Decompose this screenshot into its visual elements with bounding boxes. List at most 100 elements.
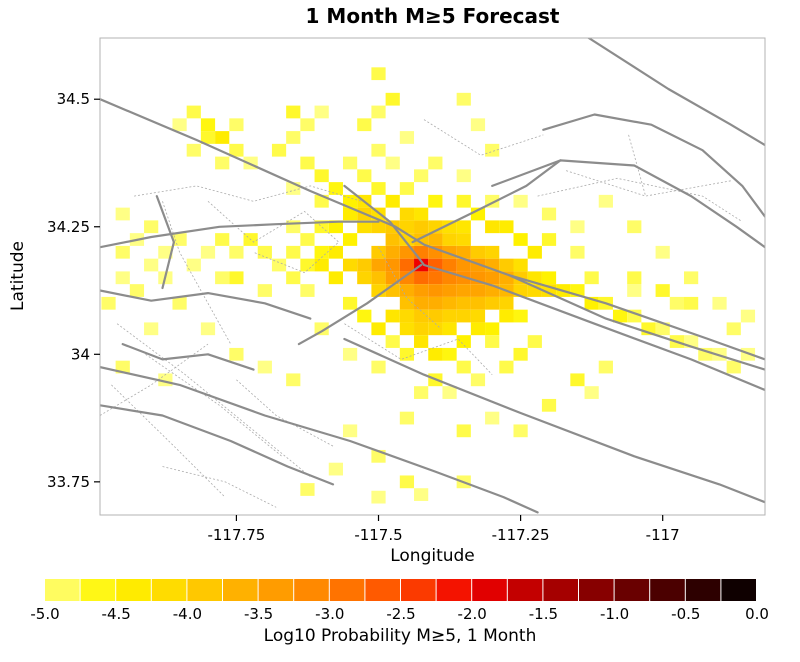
- colorbar-tick-label: -3.0: [315, 605, 344, 623]
- heatmap-cell: [456, 284, 471, 297]
- heatmap-cell: [357, 220, 372, 234]
- heatmap-cell: [144, 258, 159, 272]
- heatmap-cell: [470, 245, 486, 259]
- heatmap-cell: [342, 296, 358, 310]
- colorbar-segment: [685, 579, 721, 601]
- colorbar-tick-label: -3.5: [244, 605, 273, 623]
- heatmap-cell: [541, 233, 557, 246]
- heatmap-cell: [300, 118, 315, 132]
- minor-fault-line: [145, 353, 283, 457]
- minor-fault-line: [111, 384, 226, 498]
- heatmap-cell: [428, 271, 443, 285]
- heatmap-cell: [428, 156, 443, 170]
- heatmap-cell: [399, 271, 415, 285]
- heatmap-cell: [200, 245, 216, 259]
- heatmap-cell: [414, 309, 429, 323]
- heatmap-cell: [215, 233, 230, 246]
- heatmap-cell: [485, 296, 500, 310]
- heatmap-cell: [328, 182, 343, 195]
- heatmap-cell: [271, 258, 287, 272]
- heatmap-cell: [399, 182, 415, 195]
- heatmap-cell: [414, 322, 429, 336]
- heatmap-cell: [385, 194, 400, 208]
- colorbar-tick-label: -2.0: [458, 605, 487, 623]
- heatmap-cell: [513, 347, 528, 361]
- heatmap-cell: [428, 309, 443, 323]
- heatmap-cell: [342, 194, 358, 208]
- heatmap-cell: [286, 105, 301, 119]
- heatmap-cell: [342, 258, 358, 272]
- fault-line: [508, 274, 765, 371]
- heatmap-cell: [726, 322, 741, 336]
- fault-line: [491, 159, 765, 249]
- fault-line: [343, 184, 765, 392]
- heatmap-cell: [101, 296, 116, 310]
- heatmap-cell: [456, 220, 471, 234]
- heatmap-cell: [385, 309, 400, 323]
- heatmap-cell: [485, 245, 500, 259]
- colorbar-segment: [543, 579, 578, 601]
- heatmap-cell: [399, 309, 415, 323]
- heatmap-cell: [414, 335, 429, 348]
- heatmap-cell: [385, 156, 400, 170]
- x-tick-label: -117.25: [492, 526, 550, 544]
- heatmap-cell: [371, 105, 386, 119]
- heatmap-cell: [357, 258, 372, 272]
- heatmap-cell: [470, 309, 486, 323]
- heatmap-cell: [485, 335, 500, 348]
- heatmap-cell: [186, 105, 201, 119]
- heatmap-cell: [456, 258, 471, 272]
- heatmap-cell: [485, 411, 500, 425]
- axis-ticks: -117.75 -117.5 -117.25 -117 34.5 34.25 34 33.75: [47, 90, 680, 544]
- colorbar-segment: [258, 579, 294, 601]
- heatmap-cell: [229, 245, 244, 259]
- heatmap-cell: [385, 92, 400, 106]
- heatmap-cell: [655, 322, 670, 336]
- colorbar-tick-label: -1.0: [600, 605, 629, 623]
- heatmap-cell: [158, 245, 173, 259]
- colorbar-tick-label: 0.0: [745, 605, 769, 623]
- colorbar-segment: [294, 579, 329, 601]
- colorbar-segment: [650, 579, 685, 601]
- fault-lines: [100, 38, 765, 514]
- heatmap-cell: [371, 322, 386, 336]
- heatmap-cell: [144, 220, 159, 234]
- colorbar-segment: [80, 579, 116, 601]
- heatmap-cell: [428, 284, 443, 297]
- heatmap-cell: [655, 284, 670, 297]
- heatmap-cell: [371, 490, 386, 504]
- heatmap-cell: [485, 220, 500, 234]
- heatmap-cell: [414, 386, 429, 399]
- heatmap-cell: [399, 296, 415, 310]
- heatmap-cell: [470, 296, 486, 310]
- heatmap-cell: [442, 284, 457, 297]
- minor-fault-line: [344, 323, 493, 375]
- x-tick-label: -117: [646, 526, 680, 544]
- heatmap-cell: [385, 335, 400, 348]
- minor-fault-line: [537, 177, 743, 223]
- heatmap-cell: [513, 309, 528, 323]
- heatmap-cell: [385, 245, 400, 259]
- heatmap-cell: [570, 245, 585, 259]
- heatmap-cell: [286, 373, 301, 387]
- heatmap-cell: [414, 271, 429, 285]
- heatmap-cell: [300, 483, 315, 496]
- minor-fault-line: [236, 379, 334, 447]
- heatmap-cell: [172, 233, 187, 246]
- heatmap-cell: [499, 360, 514, 374]
- heatmap-cell: [570, 220, 585, 234]
- heatmap-cell: [286, 271, 301, 285]
- heatmap-cell: [371, 360, 386, 374]
- heatmap-cell: [456, 245, 471, 259]
- heatmap-cell: [684, 271, 699, 285]
- heatmap-cell: [570, 373, 585, 387]
- heatmap-cell: [456, 169, 471, 183]
- heatmap-cell: [229, 118, 244, 132]
- y-tick-label: 34.5: [57, 90, 90, 108]
- heatmap-cell: [428, 194, 443, 208]
- fault-line: [100, 404, 335, 486]
- plot-border: [99, 37, 766, 516]
- y-tick-label: 33.75: [47, 473, 90, 491]
- heatmap-cell: [300, 156, 315, 170]
- heatmap-cell: [257, 360, 272, 374]
